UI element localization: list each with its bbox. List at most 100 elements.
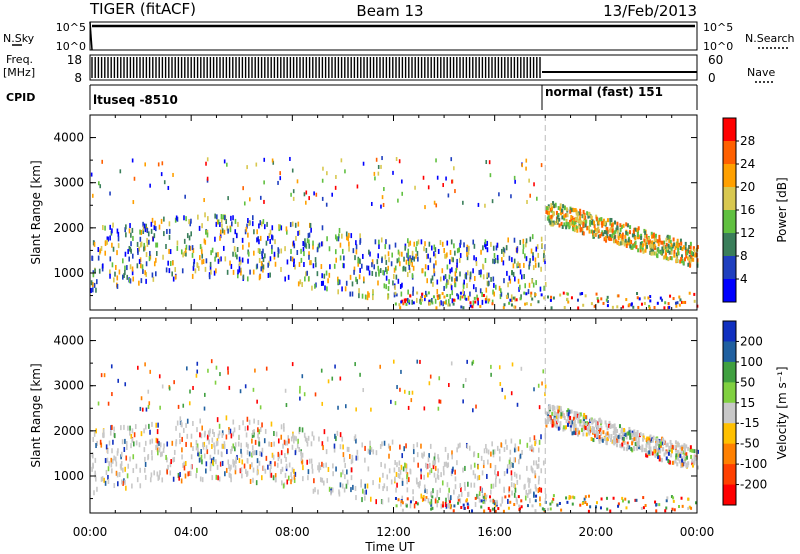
echo-cell <box>635 498 638 502</box>
echo-cell <box>596 431 599 436</box>
echo-cell <box>99 184 102 189</box>
echo-cell <box>145 278 147 284</box>
echo-cell <box>269 229 272 235</box>
echo-cell <box>256 263 259 269</box>
colorbar-segment <box>723 341 736 363</box>
echo-cell <box>197 265 200 271</box>
echo-cell <box>585 432 588 437</box>
echo-cell <box>197 451 199 457</box>
echo-cell <box>451 450 453 456</box>
echo-cell <box>669 439 672 444</box>
echo-cell <box>219 221 221 227</box>
echo-cell <box>399 444 401 450</box>
echo-cell <box>484 298 487 302</box>
echo-cell <box>145 407 148 412</box>
echo-cell <box>211 443 213 449</box>
echo-cell <box>684 456 687 461</box>
echo-cell <box>511 490 513 496</box>
echo-cell <box>446 264 449 270</box>
echo-cell <box>586 427 589 432</box>
echo-cell <box>221 223 223 229</box>
echo-cell <box>447 502 450 508</box>
echo-cell <box>422 495 425 499</box>
echo-cell <box>369 445 372 451</box>
echo-cell <box>284 276 286 282</box>
echo-cell <box>239 259 242 265</box>
echo-cell <box>143 223 146 229</box>
cpid-program-2: normal (fast) 151 <box>545 85 663 99</box>
echo-cell <box>313 435 315 441</box>
echo-cell <box>454 484 457 490</box>
colorbar-segment <box>723 256 736 280</box>
echo-cell <box>540 236 543 242</box>
echo-cell <box>123 424 125 430</box>
echo-cell <box>539 502 542 506</box>
echo-cell <box>434 298 437 304</box>
echo-cell <box>457 496 460 500</box>
echo-cell <box>492 289 494 295</box>
echo-cell <box>369 496 372 502</box>
echo-cell <box>311 463 313 469</box>
echo-cell <box>433 456 436 462</box>
echo-cell <box>580 227 583 232</box>
echo-cell <box>151 450 153 456</box>
echo-cell <box>186 366 188 371</box>
echo-cell <box>301 452 304 458</box>
echo-cell <box>499 503 502 507</box>
freq-tick-top: 18 <box>67 53 82 67</box>
echo-cell <box>366 265 368 271</box>
echo-cell <box>425 293 428 297</box>
echo-cell <box>104 241 107 247</box>
echo-cell <box>177 404 180 409</box>
echo-cell <box>139 467 141 473</box>
echo-cell <box>202 444 205 450</box>
echo-cell <box>216 440 219 446</box>
echo-cell <box>490 276 492 282</box>
colorbar-segment <box>723 164 736 188</box>
echo-cell <box>671 244 674 249</box>
echo-cell <box>213 442 215 448</box>
echo-cell <box>305 190 308 195</box>
echo-cell <box>606 437 609 442</box>
echo-cell <box>207 434 209 440</box>
echo-cell <box>407 260 410 266</box>
echo-cell <box>465 498 468 502</box>
echo-cell <box>416 250 419 256</box>
echo-cell <box>470 464 472 470</box>
echo-cell <box>317 465 319 471</box>
echo-cell <box>693 461 696 466</box>
echo-cell <box>443 470 445 476</box>
echo-cell <box>551 222 554 227</box>
echo-cell <box>572 495 575 499</box>
echo-cell <box>349 291 352 297</box>
echo-cell <box>395 274 398 280</box>
echo-cell <box>436 294 439 298</box>
echo-cell <box>498 192 500 197</box>
echo-cell <box>313 191 315 196</box>
echo-cell <box>632 445 635 450</box>
echo-cell <box>140 431 143 437</box>
echo-cell <box>240 267 242 273</box>
echo-cell <box>308 458 311 464</box>
echo-cell <box>271 158 274 163</box>
echo-cell <box>274 461 276 467</box>
echo-cell <box>149 477 152 483</box>
echo-cell <box>361 263 363 269</box>
echo-cell <box>567 412 570 417</box>
echo-cell <box>401 179 403 184</box>
echo-cell <box>466 270 469 276</box>
echo-cell <box>247 218 249 224</box>
echo-cell <box>403 389 406 394</box>
echo-cell <box>237 269 239 275</box>
echo-cell <box>665 237 668 242</box>
echo-cell <box>554 423 557 428</box>
echo-cell <box>129 278 132 284</box>
echo-cell <box>298 230 301 236</box>
echo-cell <box>369 251 371 257</box>
echo-cell <box>213 449 216 455</box>
echo-cell <box>490 451 492 457</box>
echo-cell <box>358 288 360 294</box>
echo-cell <box>355 240 357 246</box>
echo-cell <box>241 459 244 465</box>
echo-cell <box>421 268 424 274</box>
